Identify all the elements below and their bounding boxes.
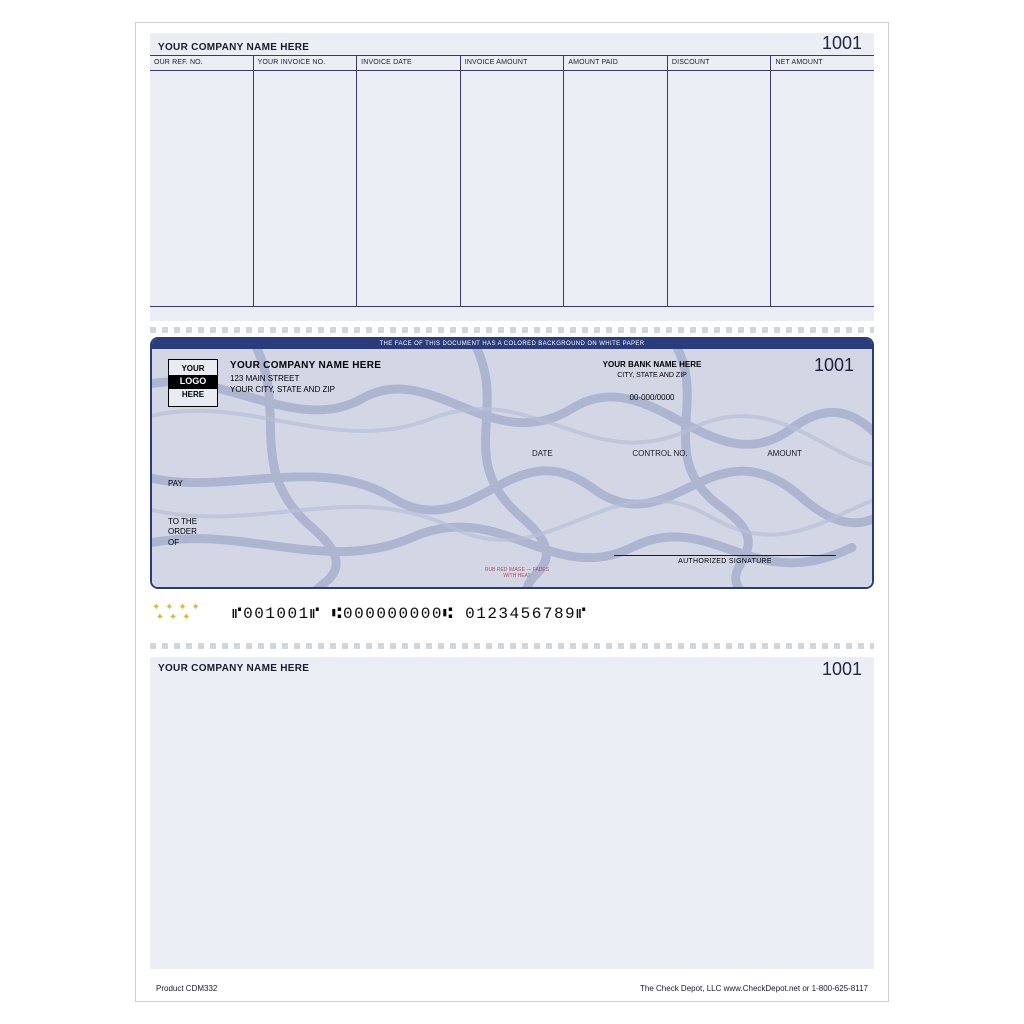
stub-column-header: YOUR INVOICE NO. xyxy=(254,55,357,71)
bank-block: YOUR BANK NAME HERE CITY, STATE AND ZIP … xyxy=(552,359,752,404)
micr-line: ⑈001001⑈ ⑆000000000⑆ 0123456789⑈ xyxy=(232,605,587,623)
bank-name: YOUR BANK NAME HERE xyxy=(552,359,752,371)
gold-security-dots: ✦ ✦ ✦ ✦ ✦ ✦ ✦ xyxy=(150,603,210,625)
check-number: 1001 xyxy=(814,355,854,376)
page-footer: Product CDM332 The Check Depot, LLC www.… xyxy=(156,984,868,993)
stub-table: OUR REF. NO.YOUR INVOICE NO.INVOICE DATE… xyxy=(150,55,874,307)
stub-column-header: NET AMOUNT xyxy=(771,55,874,71)
check-page: YOUR COMPANY NAME HERE 1001 OUR REF. NO.… xyxy=(135,22,889,1002)
logo-line1: YOUR xyxy=(169,364,217,374)
control-label: CONTROL NO. xyxy=(632,449,687,458)
amount-label: AMOUNT xyxy=(767,449,802,458)
signature-line: AUTHORIZED SIGNATURE xyxy=(614,555,836,565)
stub-column: NET AMOUNT xyxy=(770,55,874,306)
stub-column: INVOICE DATE xyxy=(356,55,460,306)
top-stub-company: YOUR COMPANY NAME HERE xyxy=(158,42,309,53)
field-labels-row: DATE CONTROL NO. AMOUNT xyxy=(532,449,802,458)
stub-column: INVOICE AMOUNT xyxy=(460,55,564,306)
payer-addr2: YOUR CITY, STATE AND ZIP xyxy=(230,384,381,395)
logo-placeholder: YOUR LOGO HERE xyxy=(168,359,218,407)
stub-column: YOUR INVOICE NO. xyxy=(253,55,357,306)
check-section: THE FACE OF THIS DOCUMENT HAS A COLORED … xyxy=(150,337,874,633)
payer-addr1: 123 MAIN STREET xyxy=(230,373,381,384)
stub-column-header: AMOUNT PAID xyxy=(564,55,667,71)
bank-city: CITY, STATE AND ZIP xyxy=(552,371,752,382)
logo-line2: LOGO xyxy=(169,375,217,389)
bottom-stub-number: 1001 xyxy=(822,659,862,680)
pay-label: PAY xyxy=(168,479,183,488)
check-body: THE FACE OF THIS DOCUMENT HAS A COLORED … xyxy=(150,337,874,589)
micr-row: ✦ ✦ ✦ ✦ ✦ ✦ ✦ ⑈001001⑈ ⑆000000000⑆ 01234… xyxy=(150,599,874,629)
product-code: Product CDM332 xyxy=(156,984,217,993)
payer-block: YOUR COMPANY NAME HERE 123 MAIN STREET Y… xyxy=(230,359,381,395)
side-security-text: Security Features Included 🔒 Details on … xyxy=(864,389,874,579)
stub-column-header: DISCOUNT xyxy=(668,55,771,71)
heat-seal: RUB RED IMAGE — FADES WITH HEAT xyxy=(482,567,552,579)
logo-line3: HERE xyxy=(169,390,217,400)
top-stub-number: 1001 xyxy=(822,33,862,54)
top-stub: YOUR COMPANY NAME HERE 1001 OUR REF. NO.… xyxy=(150,33,874,321)
stub-column: AMOUNT PAID xyxy=(563,55,667,306)
bottom-stub: YOUR COMPANY NAME HERE 1001 xyxy=(150,657,874,969)
stub-column-header: OUR REF. NO. xyxy=(150,55,253,71)
date-label: DATE xyxy=(532,449,553,458)
payer-name: YOUR COMPANY NAME HERE xyxy=(230,359,381,373)
security-banner: THE FACE OF THIS DOCUMENT HAS A COLORED … xyxy=(152,339,872,349)
order-of-label: TO THEORDEROF xyxy=(168,517,197,548)
vendor-info: The Check Depot, LLC www.CheckDepot.net … xyxy=(640,984,868,993)
perforation-bottom xyxy=(150,643,874,649)
perforation-top xyxy=(150,327,874,333)
bottom-stub-company: YOUR COMPANY NAME HERE xyxy=(158,663,309,674)
stub-column-header: INVOICE DATE xyxy=(357,55,460,71)
stub-column: OUR REF. NO. xyxy=(150,55,253,306)
stub-column-header: INVOICE AMOUNT xyxy=(461,55,564,71)
stub-column: DISCOUNT xyxy=(667,55,771,306)
bank-routing: 00-000/0000 xyxy=(552,392,752,404)
